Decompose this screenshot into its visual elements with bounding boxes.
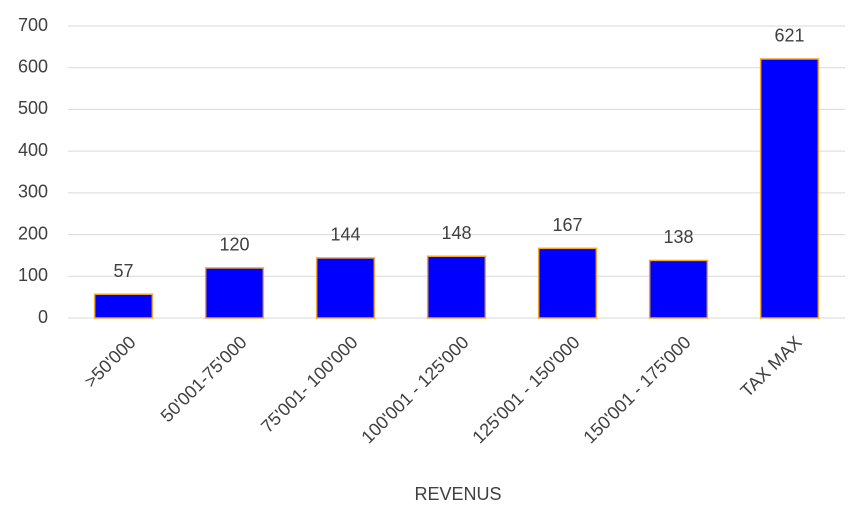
bar [315,257,376,319]
y-tick-label: 200 [18,223,48,243]
data-label: 120 [219,235,249,255]
x-tick-label: 150'001 - 175'000 [579,332,694,447]
x-tick-label: 50'001-75'000 [157,332,251,426]
y-tick-label: 400 [18,140,48,160]
x-tick-label: >50'000 [80,332,139,391]
y-tick-label: 500 [18,98,48,118]
y-tick-label: 300 [18,182,48,202]
x-tick-label: 100'001 - 125'000 [357,332,472,447]
data-label: 621 [774,26,804,46]
y-tick-label: 600 [18,56,48,76]
bar [537,247,598,319]
data-label: 57 [113,261,133,281]
bar [93,293,154,319]
data-label: 167 [552,215,582,235]
y-tick-label: 0 [38,307,48,327]
bar [648,259,709,319]
data-label: 138 [663,227,693,247]
y-tick-label: 700 [18,15,48,35]
x-axis-label: REVENUS [414,484,501,504]
bar [759,58,820,319]
bar [204,267,265,319]
bar [426,255,487,319]
x-tick-label: 125'001 - 150'000 [468,332,583,447]
y-tick-label: 100 [18,265,48,285]
x-tick-label: TAX MAX [737,332,806,401]
x-tick-label: 75'001- 100'000 [257,332,362,437]
data-label: 144 [330,225,360,245]
data-label: 148 [441,223,471,243]
